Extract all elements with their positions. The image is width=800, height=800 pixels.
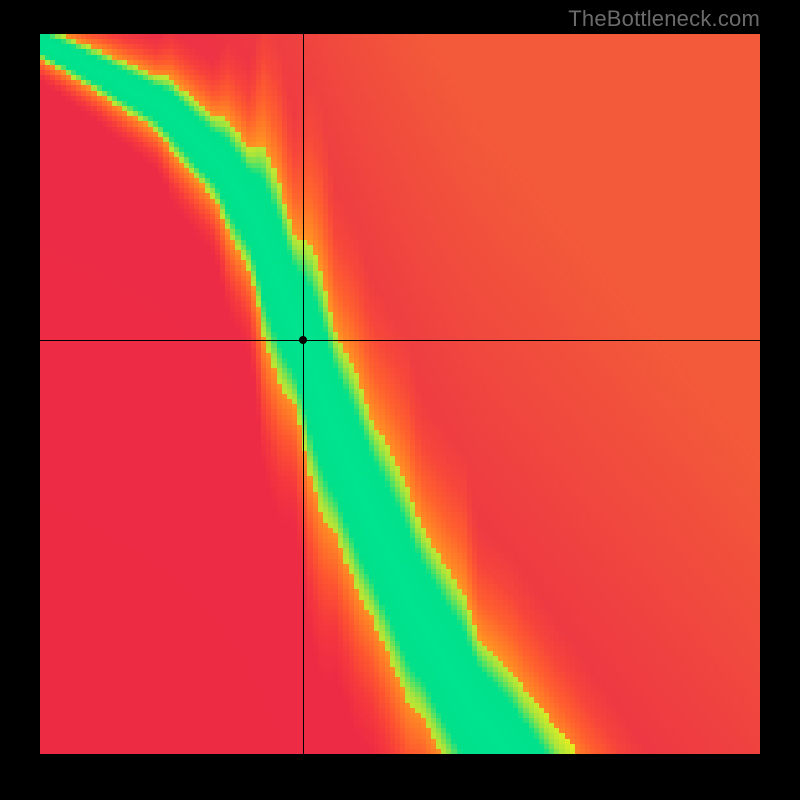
marker-dot — [299, 336, 307, 344]
heatmap-canvas — [40, 34, 760, 754]
crosshair-vertical — [303, 34, 304, 754]
plot-area — [40, 34, 760, 754]
watermark-text: TheBottleneck.com — [568, 6, 760, 32]
chart-root: TheBottleneck.com — [0, 0, 800, 800]
crosshair-horizontal — [40, 340, 760, 341]
